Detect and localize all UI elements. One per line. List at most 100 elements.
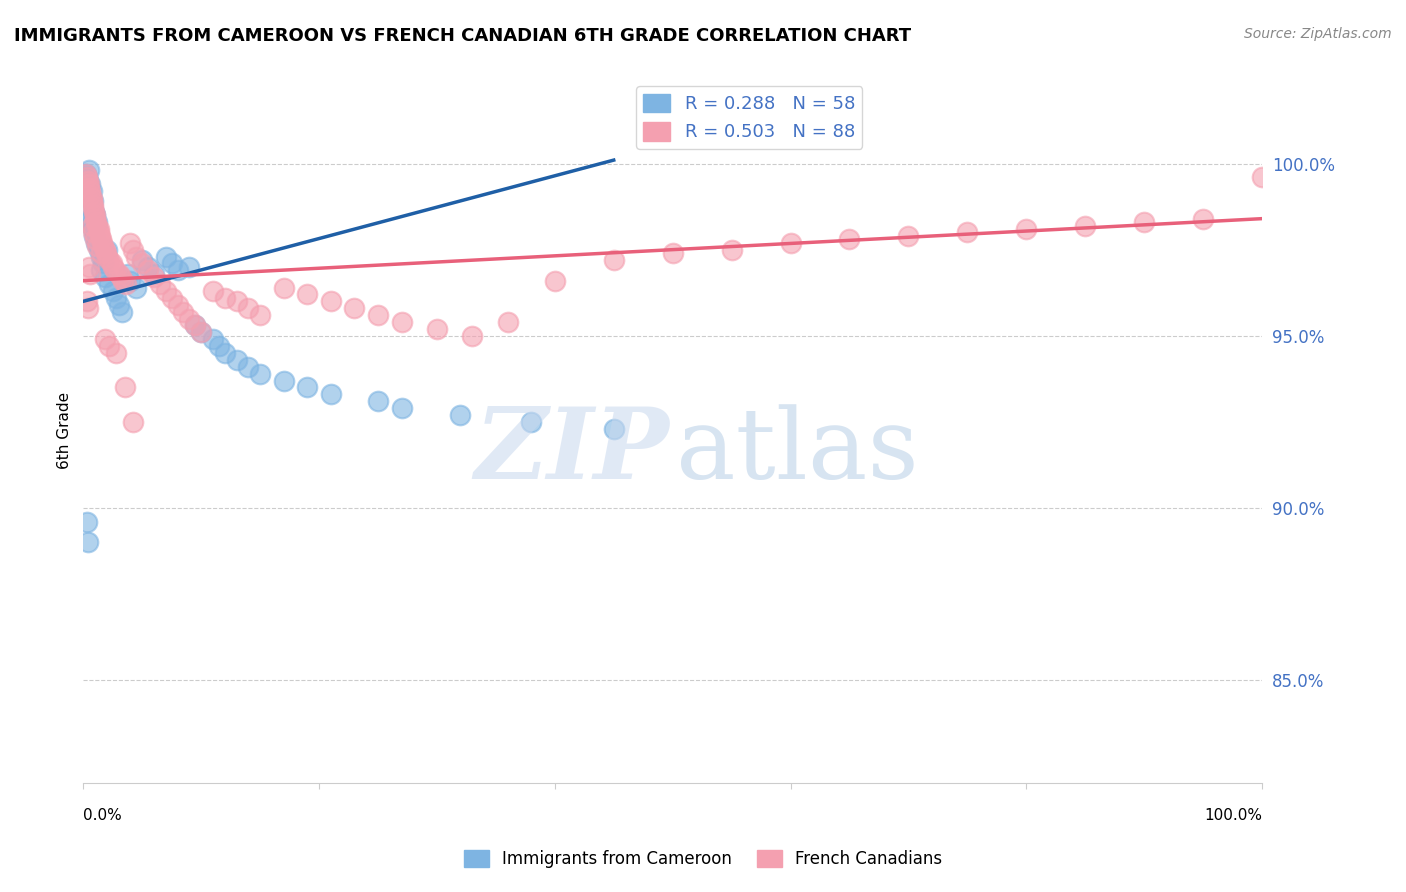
Point: [107, 267, 129, 281]
Text: 0.0%: 0.0%: [83, 808, 122, 823]
Point: [225, 352, 247, 367]
Legend: Immigrants from Cameroon, French Canadians: Immigrants from Cameroon, French Canadia…: [457, 843, 949, 875]
Point: [76, 170, 98, 185]
Point: [112, 274, 135, 288]
Point: [79, 202, 101, 216]
Point: [201, 284, 224, 298]
Text: ZIP: ZIP: [474, 403, 669, 500]
Point: [184, 318, 207, 333]
Point: [125, 250, 148, 264]
Point: [426, 322, 449, 336]
Legend: R = 0.288   N = 58, R = 0.503   N = 88: R = 0.288 N = 58, R = 0.503 N = 88: [636, 87, 862, 149]
Point: [76, 180, 98, 194]
Point: [1251, 170, 1274, 185]
Point: [77, 174, 100, 188]
Point: [87, 222, 110, 236]
Point: [80, 215, 103, 229]
Text: IMMIGRANTS FROM CAMEROON VS FRENCH CANADIAN 6TH GRADE CORRELATION CHART: IMMIGRANTS FROM CAMEROON VS FRENCH CANAD…: [14, 27, 911, 45]
Point: [779, 235, 801, 250]
Point: [367, 308, 389, 322]
Point: [343, 301, 366, 316]
Point: [101, 260, 124, 274]
Point: [87, 243, 110, 257]
Point: [249, 308, 271, 322]
Point: [84, 215, 107, 229]
Point: [83, 204, 105, 219]
Point: [155, 250, 177, 264]
Point: [82, 202, 104, 216]
Point: [82, 222, 104, 236]
Point: [77, 178, 100, 192]
Point: [84, 211, 107, 226]
Point: [96, 250, 118, 264]
Point: [166, 298, 188, 312]
Point: [98, 252, 121, 267]
Point: [131, 256, 153, 270]
Point: [238, 301, 260, 316]
Point: [1192, 211, 1215, 226]
Point: [76, 294, 98, 309]
Point: [75, 167, 97, 181]
Point: [297, 287, 319, 301]
Point: [184, 318, 207, 333]
Point: [208, 339, 231, 353]
Point: [520, 415, 543, 429]
Point: [82, 194, 104, 209]
Text: atlas: atlas: [676, 404, 920, 500]
Point: [249, 367, 271, 381]
Point: [101, 284, 124, 298]
Text: Source: ZipAtlas.com: Source: ZipAtlas.com: [1244, 27, 1392, 41]
Point: [838, 232, 860, 246]
Point: [160, 256, 183, 270]
Point: [91, 239, 114, 253]
Point: [82, 226, 104, 240]
Point: [720, 243, 742, 257]
Point: [166, 263, 188, 277]
Point: [80, 194, 103, 209]
Point: [496, 315, 519, 329]
Point: [91, 235, 114, 250]
Point: [79, 187, 101, 202]
Point: [1074, 219, 1097, 233]
Point: [603, 252, 626, 267]
Point: [98, 339, 121, 353]
Point: [75, 167, 97, 181]
Point: [155, 284, 177, 298]
Point: [79, 184, 101, 198]
Point: [117, 267, 139, 281]
Point: [120, 274, 142, 288]
Point: [91, 256, 114, 270]
Point: [225, 294, 247, 309]
Point: [173, 304, 195, 318]
Point: [79, 211, 101, 226]
Point: [86, 215, 108, 229]
Point: [190, 326, 212, 340]
Point: [1133, 215, 1156, 229]
Point: [131, 252, 153, 267]
Y-axis label: 6th Grade: 6th Grade: [58, 392, 72, 469]
Point: [80, 219, 103, 233]
Point: [82, 198, 104, 212]
Point: [93, 270, 115, 285]
Point: [77, 174, 100, 188]
Point: [100, 256, 122, 270]
Point: [107, 298, 129, 312]
Point: [79, 178, 101, 192]
Point: [89, 228, 111, 243]
Point: [273, 374, 295, 388]
Point: [143, 270, 166, 285]
Point: [90, 232, 112, 246]
Point: [79, 267, 101, 281]
Point: [80, 184, 103, 198]
Point: [98, 277, 121, 291]
Point: [93, 243, 115, 257]
Point: [87, 226, 110, 240]
Point: [77, 180, 100, 194]
Point: [114, 277, 136, 291]
Point: [273, 280, 295, 294]
Point: [121, 415, 143, 429]
Point: [83, 204, 105, 219]
Point: [77, 163, 100, 178]
Point: [179, 260, 201, 274]
Point: [76, 170, 98, 185]
